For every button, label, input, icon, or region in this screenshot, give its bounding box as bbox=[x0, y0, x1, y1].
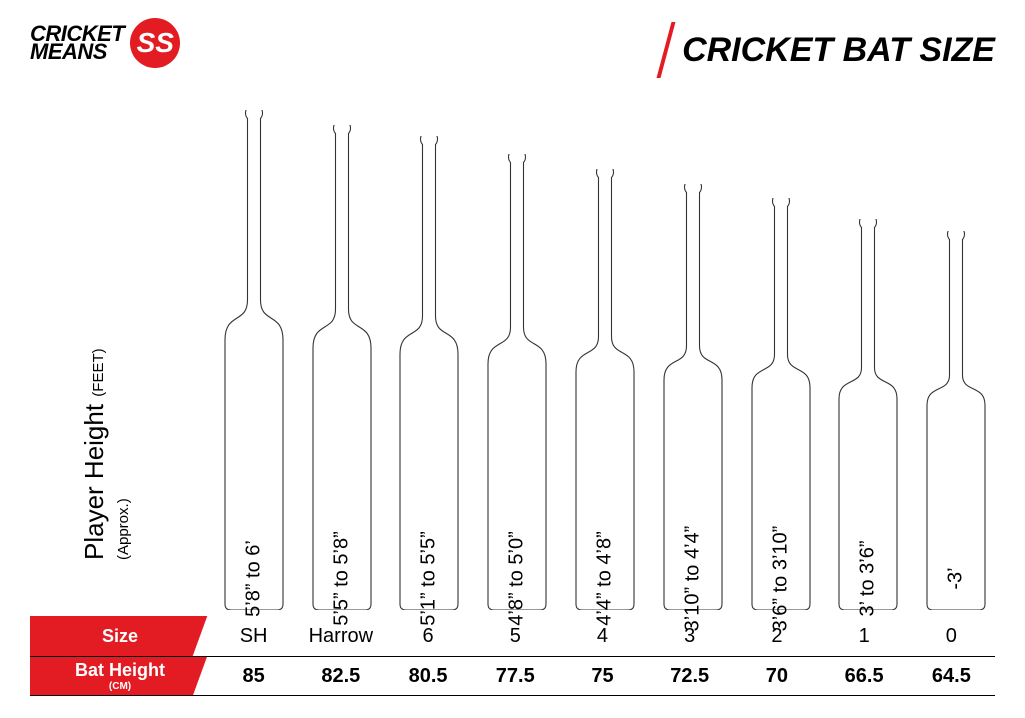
table-cell: 6 bbox=[384, 625, 471, 648]
bat-player-height-label: 4’4” to 4’8” bbox=[594, 531, 617, 626]
bat-column: 5’5” to 5’8” bbox=[298, 125, 386, 610]
table-cell: 77.5 bbox=[472, 665, 559, 688]
bat-column: 3’10” to 4’4” bbox=[649, 184, 737, 610]
table-cell: 0 bbox=[908, 625, 995, 648]
table-row-label-sub: (CM) bbox=[109, 681, 131, 692]
table-cell: 72.5 bbox=[646, 665, 733, 688]
table-cell: 2 bbox=[733, 625, 820, 648]
table-row-label: Size bbox=[30, 616, 210, 656]
bat-column: 3’6” to 3’10” bbox=[737, 198, 825, 610]
table-cell: 70 bbox=[733, 665, 820, 688]
bat-player-height-label: 5’1” to 5’5” bbox=[418, 531, 441, 626]
cricket-bat-icon: 5’8” to 6’ bbox=[222, 110, 286, 610]
bat-size-chart: Player Height (FEET) (Approx.) 5’8” to 6… bbox=[120, 100, 1000, 610]
y-axis-label-main: Player Height bbox=[79, 404, 109, 560]
bat-row: 5’8” to 6’ 5’5” to 5’8” 5’1” to 5’5” 4’8” t… bbox=[210, 100, 1000, 610]
y-axis-label-unit: (FEET) bbox=[90, 348, 107, 396]
cricket-bat-icon: 3’10” to 4’4” bbox=[661, 184, 725, 610]
table-row-cells: 8582.580.577.57572.57066.564.5 bbox=[210, 665, 995, 688]
table-cell: 85 bbox=[210, 665, 297, 688]
table-cell: 1 bbox=[821, 625, 908, 648]
brand-logo-text: CRICKET MEANS bbox=[30, 25, 124, 61]
cricket-bat-icon: 5’5” to 5’8” bbox=[310, 125, 374, 610]
size-table: SizeSHHarrow6543210Bat Height(CM)8582.58… bbox=[30, 616, 995, 696]
y-axis-sublabel: (Approx.) bbox=[115, 498, 132, 560]
bat-column: 3’ to 3’6” bbox=[824, 219, 912, 610]
table-cell: Harrow bbox=[297, 625, 384, 648]
bat-column: 5’1” to 5’5” bbox=[386, 136, 474, 610]
table-cell: 64.5 bbox=[908, 665, 995, 688]
table-cell: 82.5 bbox=[297, 665, 384, 688]
brand-logo-badge: SS bbox=[130, 18, 180, 68]
table-row: Bat Height(CM)8582.580.577.57572.57066.5… bbox=[30, 656, 995, 696]
page-title: CRICKET BAT SIZE bbox=[682, 31, 995, 70]
table-row-cells: SHHarrow6543210 bbox=[210, 625, 995, 648]
cricket-bat-icon: 4’8” to 5’0” bbox=[485, 154, 549, 610]
bat-column: -3’ bbox=[912, 231, 1000, 610]
bat-column: 5’8” to 6’ bbox=[210, 110, 298, 610]
bat-player-height-label: 5’5” to 5’8” bbox=[330, 531, 353, 626]
table-cell: 4 bbox=[559, 625, 646, 648]
cricket-bat-icon: 3’6” to 3’10” bbox=[749, 198, 813, 610]
table-cell: 5 bbox=[472, 625, 559, 648]
table-row-label-main: Bat Height bbox=[75, 660, 165, 681]
page-title-wrap: CRICKET BAT SIZE bbox=[664, 22, 995, 78]
table-row-label-main: Size bbox=[102, 626, 138, 647]
title-accent-slash bbox=[657, 22, 676, 78]
bat-player-height-label: 3’ to 3’6” bbox=[857, 541, 880, 617]
bat-player-height-label: 4’8” to 5’0” bbox=[506, 531, 529, 626]
cricket-bat-icon: 5’1” to 5’5” bbox=[397, 136, 461, 610]
bat-column: 4’4” to 4’8” bbox=[561, 169, 649, 610]
cricket-bat-icon: 4’4” to 4’8” bbox=[573, 169, 637, 610]
brand-logo: CRICKET MEANS SS bbox=[30, 18, 180, 68]
bat-player-height-label: -3’ bbox=[945, 567, 968, 589]
table-row-label: Bat Height(CM) bbox=[30, 657, 210, 695]
table-cell: 75 bbox=[559, 665, 646, 688]
table-cell: 80.5 bbox=[384, 665, 471, 688]
y-axis-label: Player Height (FEET) bbox=[79, 348, 110, 560]
table-cell: 3 bbox=[646, 625, 733, 648]
table-cell: SH bbox=[210, 625, 297, 648]
cricket-bat-icon: 3’ to 3’6” bbox=[836, 219, 900, 610]
table-cell: 66.5 bbox=[821, 665, 908, 688]
table-row: Size SHHarrow6543210 bbox=[30, 616, 995, 656]
bat-column: 4’8” to 5’0” bbox=[473, 154, 561, 610]
page: CRICKET MEANS SS CRICKET BAT SIZE Player… bbox=[0, 0, 1025, 718]
bat-player-height-label: 5’8” to 6’ bbox=[242, 540, 265, 617]
cricket-bat-icon: -3’ bbox=[924, 231, 988, 610]
